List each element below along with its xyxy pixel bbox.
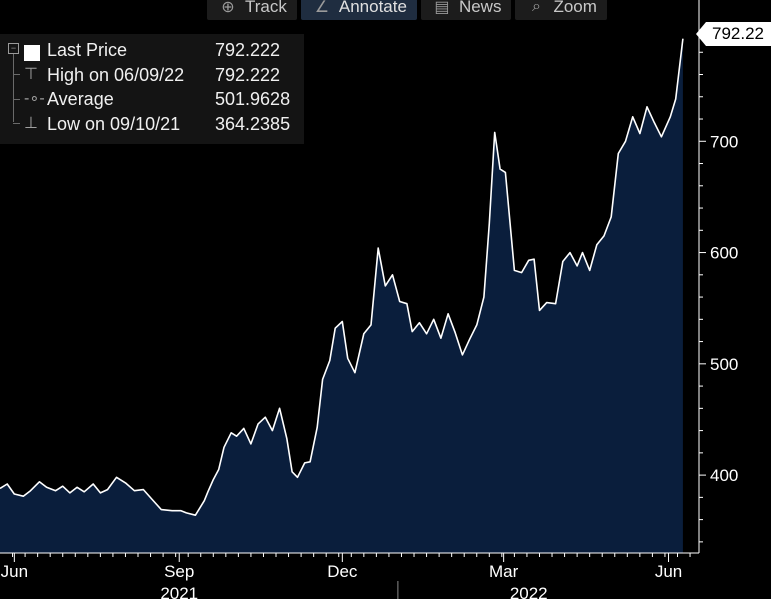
- news-button[interactable]: ▤ News: [420, 0, 512, 20]
- last-price-swatch-icon: [24, 45, 40, 61]
- legend-label: Last Price: [47, 40, 128, 60]
- x-tick-label: Jun: [655, 562, 682, 581]
- news-icon: ▤: [434, 0, 450, 16]
- magnifier-icon: ⌕: [531, 0, 541, 15]
- last-price-tag: 792.22: [696, 22, 771, 46]
- tree-branch: [13, 74, 20, 75]
- plot-area: [0, 38, 684, 553]
- average-marker-icon: -∘-: [24, 90, 45, 107]
- price-area-fill: [0, 38, 683, 553]
- low-marker-icon: ⊥: [24, 115, 38, 132]
- chart-toolbar: ⊕ Track ∠ Annotate ▤ News ⌕ Zoom: [207, 0, 607, 22]
- legend-label: Average: [47, 89, 114, 109]
- tree-branch: [13, 99, 20, 100]
- axes: 400 500 600 700 Jun Sep Dec Mar Jun 2021 2022: [0, 0, 738, 599]
- legend-average[interactable]: -∘- Average 501.9628: [0, 88, 304, 112]
- legend-high[interactable]: ⊤ High on 06/09/22 792.222: [0, 64, 304, 88]
- legend-low[interactable]: ⊥ Low on 09/10/21 364.2385: [0, 113, 304, 137]
- annotate-button[interactable]: ∠ Annotate: [300, 0, 417, 20]
- x-tick-label: Jun: [1, 562, 28, 581]
- price-line: [0, 38, 684, 516]
- track-button[interactable]: ⊕ Track: [207, 0, 297, 20]
- legend-label: Low on 09/10/21: [47, 114, 181, 134]
- legend-value: 501.9628: [215, 89, 291, 109]
- legend-tree-line: [13, 54, 14, 122]
- annotate-label: Annotate: [338, 0, 407, 16]
- legend-value: 364.2385: [215, 114, 291, 134]
- y-tick-label: 700: [710, 132, 738, 151]
- news-label: News: [458, 0, 502, 16]
- x-tick-label: Sep: [164, 562, 194, 581]
- tree-branch: [13, 123, 20, 124]
- legend-label: High on 06/09/22: [47, 65, 185, 85]
- zoom-button[interactable]: ⌕ Zoom: [515, 0, 607, 20]
- legend-value: 792.222: [215, 40, 281, 60]
- y-tick-label: 500: [710, 355, 738, 374]
- x-tick-label: Mar: [489, 562, 519, 581]
- zoom-label: Zoom: [553, 0, 597, 16]
- year-label: 2021: [160, 584, 198, 599]
- x-tick-label: Dec: [327, 562, 358, 581]
- track-label: Track: [245, 0, 287, 16]
- legend-panel: − Last Price 792.222 ⊤ High on 06/09/22 …: [0, 34, 304, 144]
- legend-value: 792.222: [215, 65, 281, 85]
- legend-last-price[interactable]: Last Price 792.222: [0, 39, 304, 63]
- year-label: 2022: [510, 584, 548, 599]
- crosshair-icon: ⊕: [221, 0, 235, 16]
- pencil-icon: ∠: [314, 0, 330, 16]
- collapse-toggle-icon[interactable]: −: [8, 43, 19, 54]
- high-marker-icon: ⊤: [24, 66, 38, 83]
- y-tick-label: 600: [710, 244, 738, 263]
- y-tick-label: 400: [710, 466, 738, 485]
